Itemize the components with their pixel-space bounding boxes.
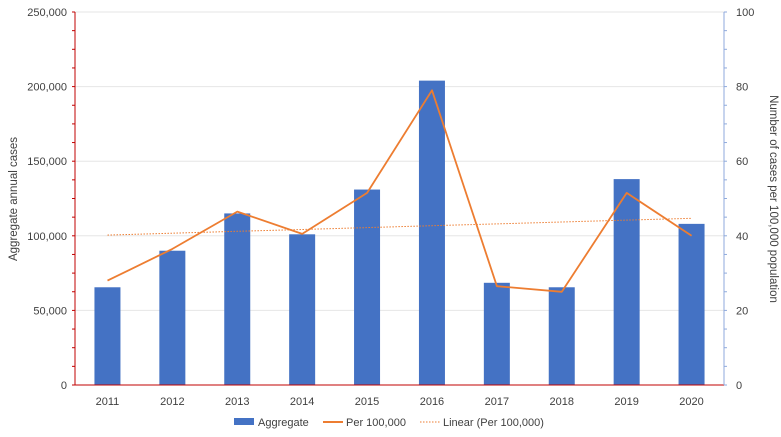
- y2-tick-label: 60: [736, 156, 748, 168]
- x-tick-label: 2013: [225, 396, 249, 408]
- y-tick-label: 50,000: [33, 305, 67, 317]
- y-axis-title: Aggregate annual cases: [8, 137, 20, 261]
- x-tick-label: 2012: [160, 396, 184, 408]
- y-tick-label: 250,000: [27, 7, 67, 19]
- y2-tick-label: 100: [736, 7, 754, 19]
- x-tick-label: 2020: [679, 396, 703, 408]
- bar-2020: [678, 223, 705, 385]
- x-tick-label: 2014: [290, 396, 314, 408]
- y-tick-label: 150,000: [27, 156, 67, 168]
- x-tick-label: 2016: [420, 396, 444, 408]
- bar-2013: [224, 213, 251, 385]
- trendline-linear: [107, 217, 692, 236]
- bar-2012: [159, 250, 186, 385]
- tick-labels: 0 50,000 100,000 150,000 200,000 250,000 0 20 40…: [27, 7, 754, 408]
- legend-label-linear: Linear (Per 100,000): [443, 417, 544, 429]
- y2-tick-label: 20: [736, 305, 748, 317]
- bar-2017: [483, 282, 510, 385]
- legend-label-aggregate: Aggregate: [258, 417, 309, 429]
- y2-tick-label: 0: [736, 380, 742, 392]
- y2-tick-label: 40: [736, 231, 748, 243]
- y-tick-label: 0: [61, 380, 67, 392]
- bar-2011: [94, 287, 121, 385]
- x-tick-label: 2018: [550, 396, 574, 408]
- legend-swatch-aggregate: [234, 418, 254, 425]
- axes: [72, 11, 727, 386]
- bar-2016: [418, 80, 445, 385]
- y-tick-label: 200,000: [27, 82, 67, 94]
- line-per-100000: [107, 89, 693, 293]
- y2-axis-title: Number of cases per 100,000 population: [767, 95, 779, 303]
- legend-label-per-100000: Per 100,000: [346, 417, 406, 429]
- bar-2019: [613, 179, 640, 385]
- bar-2014: [289, 234, 316, 385]
- lines: [107, 89, 693, 293]
- x-tick-label: 2015: [355, 396, 379, 408]
- bar-2018: [548, 287, 575, 385]
- y-tick-label: 100,000: [27, 231, 67, 243]
- bars: [94, 80, 705, 385]
- bar-2015: [354, 189, 381, 385]
- x-tick-label: 2017: [485, 396, 509, 408]
- x-tick-label: 2019: [614, 396, 638, 408]
- x-tick-label: 2011: [96, 396, 120, 408]
- y2-tick-label: 80: [736, 82, 748, 94]
- legend: Aggregate Per 100,000 Linear (Per 100,00…: [234, 417, 544, 429]
